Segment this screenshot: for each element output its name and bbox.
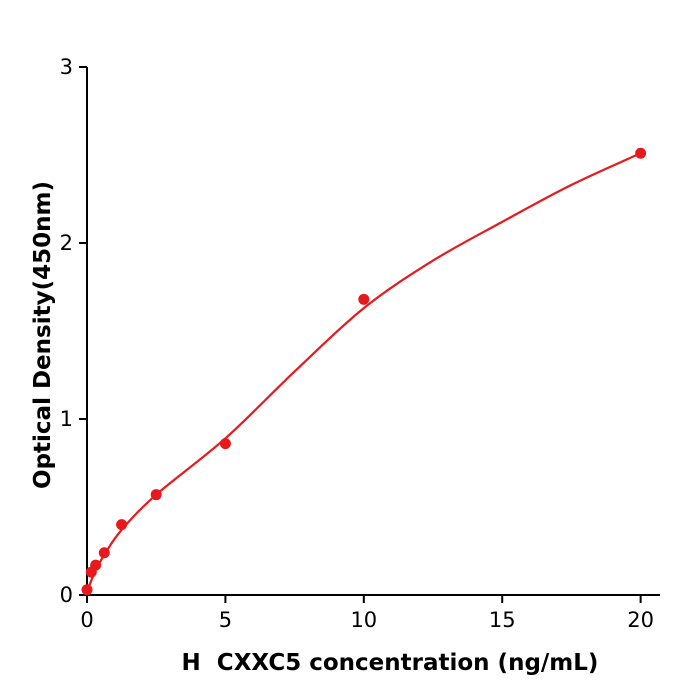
y-tick-label: 3 xyxy=(60,55,73,79)
y-tick-label: 1 xyxy=(60,407,73,431)
fit-curve-line xyxy=(85,152,642,593)
y-tick-label: 2 xyxy=(60,231,73,255)
x-tick-label: 5 xyxy=(219,608,232,632)
x-tick-label: 20 xyxy=(627,608,654,632)
x-axis-label: H CXXC5 concentration (ng/mL) xyxy=(181,650,599,676)
data-point xyxy=(116,519,128,531)
y-tick-label: 0 xyxy=(60,583,73,607)
x-tick-label: 10 xyxy=(350,608,377,632)
y-axis-label: Optical Density(450nm) xyxy=(30,181,56,489)
data-point xyxy=(358,293,370,305)
data-point xyxy=(219,438,231,450)
data-point xyxy=(635,147,647,159)
x-tick-label: 15 xyxy=(489,608,516,632)
data-point xyxy=(98,547,110,559)
data-point xyxy=(81,584,93,596)
x-tick-label: 0 xyxy=(80,608,93,632)
data-point xyxy=(150,489,162,501)
data-point xyxy=(90,559,102,571)
